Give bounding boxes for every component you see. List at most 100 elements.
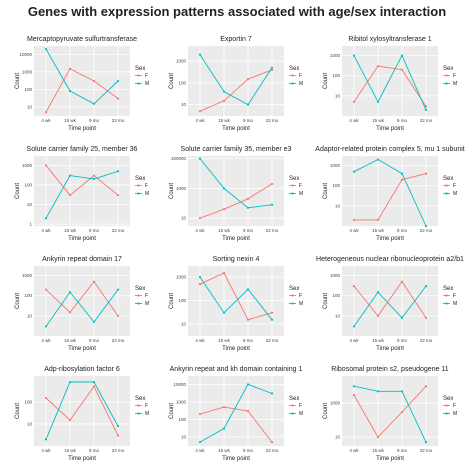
data-point-F (68, 418, 72, 422)
x-axis-label: Time point (222, 456, 250, 462)
y-tick-label: 1000 (22, 69, 33, 74)
plot-background (342, 266, 438, 336)
x-tick-label: 4 wk (349, 228, 359, 233)
data-point-M (270, 203, 274, 206)
plot-background (34, 266, 130, 336)
data-point-M (400, 172, 404, 175)
plot-background (34, 46, 130, 116)
chart-panel: Solute carrier family 25, member 36 1 10 10… (15, 146, 149, 242)
legend-key-point (137, 412, 140, 415)
data-point-M (92, 380, 96, 384)
data-point-F (116, 434, 120, 437)
plot-background (34, 376, 130, 446)
series-line-M (353, 158, 427, 227)
y-tick-label: 10000 (19, 52, 32, 57)
data-point-M (68, 89, 72, 93)
x-axis-label: Time point (222, 126, 250, 132)
y-axis-label: Count (323, 293, 329, 309)
x-tick-label: 22 mo (266, 448, 279, 453)
legend-key-point (291, 184, 294, 187)
series-line-F (353, 385, 427, 438)
legend-title: Sex (443, 286, 453, 292)
data-point-F (222, 271, 226, 275)
legend-entry-label: M (453, 301, 457, 307)
x-tick-label: 4 wk (195, 448, 205, 453)
data-point-M (44, 325, 48, 328)
data-point-M (92, 320, 96, 324)
x-tick-label: 15 wk (64, 118, 77, 123)
data-point-M (424, 224, 428, 228)
series-line-F (45, 385, 119, 436)
data-point-M (68, 380, 72, 384)
legend-key-point (445, 294, 448, 297)
data-point-F (246, 197, 250, 200)
data-point-F (116, 97, 120, 100)
y-tick-label: 100 (178, 298, 186, 303)
y-tick-label: 100 (24, 182, 32, 187)
legend-title: Sex (289, 396, 299, 402)
x-tick-label: 15 wk (64, 228, 77, 233)
chart-title: Solute carrier family 35, member e3 (181, 146, 292, 153)
y-tick-label: 1000 (176, 275, 187, 280)
y-tick-label: 1000 (176, 186, 187, 191)
chart-panel: Ribitol xylosyltransferase 1 10 100 1000 4 w… (323, 36, 457, 132)
legend-key-point (291, 412, 294, 415)
y-tick-label: 100000 (171, 156, 187, 161)
data-point-F (68, 311, 72, 314)
x-tick-label: 15 wk (64, 448, 77, 453)
x-tick-label: 9 mo (89, 448, 100, 453)
y-tick-label: 1000 (330, 401, 341, 406)
legend-entry-label: M (145, 301, 149, 307)
legend-key-point (445, 412, 448, 415)
x-tick-label: 4 wk (349, 338, 359, 343)
legend-entry-label: M (299, 411, 303, 417)
y-axis-label: Count (323, 73, 329, 89)
y-tick-label: 10 (181, 216, 187, 221)
data-point-M (246, 288, 250, 291)
legend-entry-label: F (453, 293, 456, 299)
series-line-F (199, 272, 273, 321)
data-point-M (376, 158, 380, 161)
legend-title: Sex (135, 176, 145, 182)
x-axis-label: Time point (376, 456, 404, 462)
series-line-F (199, 406, 273, 443)
x-axis-label: Time point (68, 456, 96, 462)
plot-background (342, 156, 438, 226)
data-point-M (198, 276, 202, 279)
y-tick-label: 10 (181, 434, 187, 439)
data-point-M (116, 79, 120, 83)
data-point-F (424, 105, 428, 108)
x-tick-label: 22 mo (112, 118, 125, 123)
legend-entry-label: F (145, 73, 148, 79)
y-tick-label: 100 (332, 293, 340, 298)
data-point-F (116, 314, 120, 317)
data-point-M (198, 441, 202, 444)
data-point-F (44, 396, 48, 400)
data-point-F (270, 182, 274, 186)
y-tick-label: 100 (332, 183, 340, 188)
data-point-F (270, 441, 274, 444)
data-point-F (222, 99, 226, 102)
legend-key-point (137, 184, 140, 187)
chart-title: Solute carrier family 25, member 36 (27, 146, 138, 153)
data-point-F (44, 111, 48, 114)
plot-background (188, 46, 284, 116)
series-line-F (45, 280, 119, 317)
data-point-F (92, 280, 96, 283)
y-tick-label: 10 (335, 93, 341, 98)
y-tick-label: 10 (335, 203, 341, 208)
y-axis-label: Count (15, 293, 21, 309)
data-point-F (424, 385, 428, 388)
chart-panel: Heterogeneous nuclear ribonucleoprotein … (316, 256, 464, 352)
x-tick-label: 9 mo (243, 228, 254, 233)
y-tick-label: 10 (335, 435, 341, 440)
legend-entry-label: F (453, 73, 456, 79)
x-axis-label: Time point (376, 346, 404, 352)
y-axis-label: Count (323, 183, 329, 199)
data-point-F (400, 280, 404, 283)
data-point-F (198, 283, 202, 286)
chart-panel: Mercaptopyruvate sulfurtransferase 10 100 1… (15, 36, 149, 132)
legend-key-point (445, 82, 448, 85)
legend-key-point (291, 192, 294, 195)
